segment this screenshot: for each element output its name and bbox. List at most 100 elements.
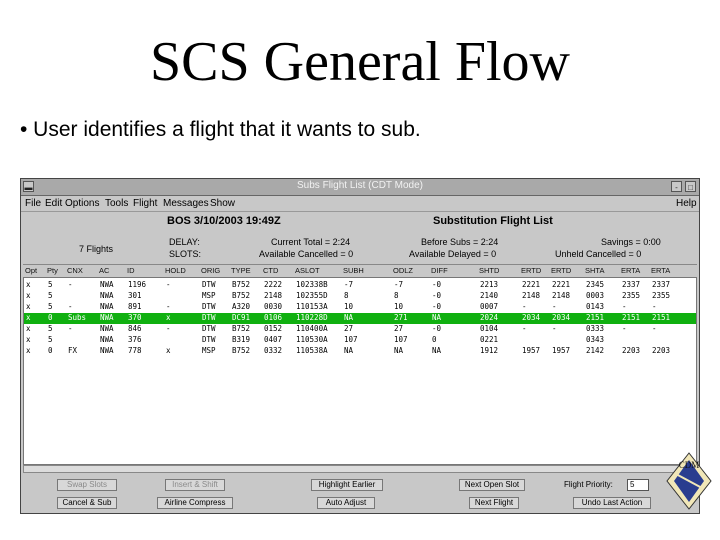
table-cell: DTW bbox=[202, 324, 216, 333]
minimize-icon[interactable]: - bbox=[671, 181, 682, 192]
table-cell: NA bbox=[344, 313, 354, 322]
table-cell: 2213 bbox=[480, 280, 499, 289]
auto-adjust-button[interactable]: Auto Adjust bbox=[317, 497, 375, 509]
table-cell: 102338B bbox=[296, 280, 328, 289]
menu-tools[interactable]: Tools bbox=[105, 198, 129, 209]
menu-edit[interactable]: Edit bbox=[45, 198, 63, 209]
table-cell: B752 bbox=[232, 346, 251, 355]
window-menu-icon[interactable]: ▬ bbox=[23, 181, 34, 192]
table-cell: - bbox=[68, 302, 73, 311]
table-cell: - bbox=[68, 280, 73, 289]
column-header[interactable]: SHTA bbox=[585, 266, 605, 275]
menu-options[interactable]: Options bbox=[65, 198, 100, 209]
column-header[interactable]: ERTA bbox=[621, 266, 641, 275]
table-cell: - bbox=[166, 280, 171, 289]
table-cell: A320 bbox=[232, 302, 251, 311]
table-cell: 0030 bbox=[264, 302, 283, 311]
table-cell: - bbox=[652, 324, 657, 333]
column-header[interactable]: CNX bbox=[67, 266, 83, 275]
table-row[interactable]: x 0 FX NWA 778 x MSP B752 0332 110538A NA NA NA 1912 1… bbox=[24, 346, 696, 357]
table-cell: MSP bbox=[202, 346, 216, 355]
table-cell: B319 bbox=[232, 335, 251, 344]
list-title: Substitution Flight List bbox=[433, 215, 553, 227]
column-header[interactable]: AC bbox=[99, 266, 110, 275]
next-open-slot-button[interactable]: Next Open Slot bbox=[459, 479, 525, 491]
table-cell: - bbox=[522, 302, 527, 311]
table-cell: 0104 bbox=[480, 324, 499, 333]
menu-flight[interactable]: Flight bbox=[133, 198, 158, 209]
menu-show[interactable]: Show bbox=[210, 198, 236, 209]
table-cell: x bbox=[26, 313, 31, 322]
table-cell: Subs bbox=[68, 313, 87, 322]
next-flight-button[interactable]: Next Flight bbox=[469, 497, 519, 509]
table-cell: DTW bbox=[202, 335, 216, 344]
table-cell: x bbox=[26, 335, 31, 344]
column-header[interactable]: ID bbox=[127, 266, 135, 275]
menu-help[interactable]: Help bbox=[676, 198, 697, 209]
table-cell: NWA bbox=[100, 335, 114, 344]
column-header[interactable]: Pty bbox=[47, 266, 58, 275]
table-cell: -0 bbox=[432, 302, 442, 311]
table-cell: x bbox=[166, 313, 171, 322]
table-cell: 10 bbox=[344, 302, 354, 311]
column-header[interactable]: SHTD bbox=[479, 266, 500, 275]
column-header[interactable]: Opt bbox=[25, 266, 38, 275]
table-row[interactable]: x 5 NWA 301 MSP B752 2148 102355D 8 8 -0 2140 2148 21… bbox=[24, 291, 696, 302]
insert-shift-button[interactable]: Insert & Shift bbox=[165, 479, 225, 491]
window-titlebar[interactable]: ▬ Subs Flight List (CDT Mode) - □ bbox=[21, 179, 699, 196]
column-header[interactable]: DIFF bbox=[431, 266, 448, 275]
column-header[interactable]: SUBH bbox=[343, 266, 364, 275]
menu-file[interactable]: File bbox=[25, 198, 42, 209]
swap-slots-button[interactable]: Swap Slots bbox=[57, 479, 117, 491]
table-cell: 8 bbox=[394, 291, 399, 300]
flight-priority-input[interactable]: 5 bbox=[627, 479, 649, 491]
table-cell: NWA bbox=[100, 291, 114, 300]
cancel-sub-button[interactable]: Cancel & Sub bbox=[57, 497, 117, 509]
table-cell: 778 bbox=[128, 346, 142, 355]
column-header[interactable]: ASLOT bbox=[295, 266, 320, 275]
table-row[interactable]: x 5 - NWA 846 - DTW B752 0152 110400A 27 27 -0 0104 - -… bbox=[24, 324, 696, 335]
table-cell: NWA bbox=[100, 346, 114, 355]
flight-list-panel: BOS 3/10/2003 19:49Z Substitution Flight… bbox=[23, 212, 697, 465]
table-row[interactable]: x 5 NWA 376 DTW B319 0407 110530A 107 107 0 0221 034… bbox=[24, 335, 696, 346]
airport-time: BOS 3/10/2003 19:49Z bbox=[167, 215, 281, 227]
table-cell: B752 bbox=[232, 291, 251, 300]
table-cell: 891 bbox=[128, 302, 142, 311]
table-cell: -7 bbox=[344, 280, 354, 289]
table-cell: 0221 bbox=[480, 335, 499, 344]
column-header[interactable]: ERTA bbox=[651, 266, 671, 275]
table-cell: NWA bbox=[100, 302, 114, 311]
highlight-earlier-button[interactable]: Highlight Earlier bbox=[311, 479, 383, 491]
cdm-logo: CDM bbox=[666, 452, 712, 510]
table-cell: 2355 bbox=[652, 291, 671, 300]
table-cell: 10 bbox=[394, 302, 404, 311]
column-header[interactable]: ERTD bbox=[551, 266, 572, 275]
subs-flight-list-window: ▬ Subs Flight List (CDT Mode) - □ File E… bbox=[20, 178, 700, 514]
table-cell: 0003 bbox=[586, 291, 605, 300]
horizontal-scrollbar[interactable] bbox=[23, 465, 685, 473]
table-row[interactable]: x 5 - NWA 1196 - DTW B752 2222 102338B -7 -7 -0 2213 2… bbox=[24, 280, 696, 291]
table-cell: - bbox=[522, 324, 527, 333]
column-header[interactable]: ORIG bbox=[201, 266, 221, 275]
table-cell: NWA bbox=[100, 313, 114, 322]
table-cell: 0152 bbox=[264, 324, 283, 333]
column-header[interactable]: CTD bbox=[263, 266, 279, 275]
column-header[interactable]: ERTD bbox=[521, 266, 542, 275]
table-cell: 376 bbox=[128, 335, 142, 344]
menu-messages[interactable]: Messages bbox=[163, 198, 209, 209]
flight-table[interactable]: x 5- NWA 1196- DTW B752 2222 102338B -7 -7 -0 2213 2… bbox=[23, 277, 697, 465]
table-cell: -7 bbox=[394, 280, 404, 289]
table-row[interactable]: x 0 Subs NWA 370 x DTW DC91 0106 110228D NA 271 NA 20… bbox=[24, 313, 696, 324]
column-header[interactable]: TYPE bbox=[231, 266, 251, 275]
current-total: Current Total = 2:24 bbox=[271, 237, 351, 247]
table-cell: 0333 bbox=[586, 324, 605, 333]
flight-count: 7 Flights bbox=[79, 244, 114, 254]
airline-compress-button[interactable]: Airline Compress bbox=[157, 497, 233, 509]
table-row[interactable]: x 5 - NWA 891 - DTW A320 0030 110153A 10 10 -0 0007 - -… bbox=[24, 302, 696, 313]
table-cell: 27 bbox=[344, 324, 354, 333]
column-header[interactable]: HOLD bbox=[165, 266, 186, 275]
maximize-icon[interactable]: □ bbox=[685, 181, 696, 192]
column-header[interactable]: ODLZ bbox=[393, 266, 414, 275]
table-cell: 5 bbox=[48, 302, 53, 311]
undo-last-action-button[interactable]: Undo Last Action bbox=[573, 497, 651, 509]
